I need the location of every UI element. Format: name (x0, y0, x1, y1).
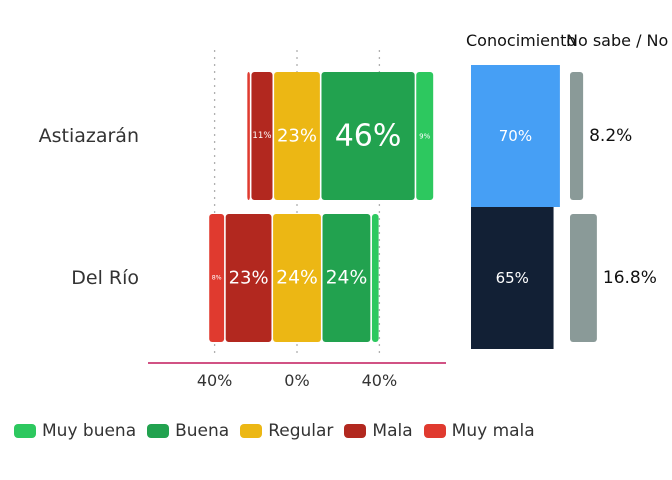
legend-label: Muy mala (451, 421, 535, 441)
bar-mala-del-rio (225, 214, 272, 342)
category-label: Astiazarán (39, 125, 139, 147)
bar-value-label: 23% (277, 126, 317, 147)
bar-buena-astiazaran (321, 72, 415, 200)
bar-value-label: 8% (212, 275, 222, 282)
conocimiento-bar-del-rio (471, 207, 554, 349)
bar-muy-mala-astiazaran (247, 72, 250, 200)
x-tick-label: 40% (197, 371, 233, 390)
bar-muy-buena-del-rio (371, 214, 379, 342)
no-sabe-value-label: 8.2% (589, 126, 632, 146)
bar-value-label: 9% (419, 132, 430, 141)
x-axis: 40% 0% 40% (148, 362, 446, 390)
x-tick-label: 40% (362, 371, 398, 390)
bar-value-label: 23% (229, 268, 269, 289)
bar-muy-mala-del-rio (209, 214, 225, 342)
legend-item-mala: Mala (344, 421, 413, 441)
bar-mala-astiazaran (251, 72, 273, 200)
legend-swatch (147, 424, 170, 438)
category-labels: Astiazarán Del Río (39, 125, 139, 289)
conocimiento-value-label: 65% (496, 269, 529, 287)
bar-value-label: 24% (276, 268, 318, 289)
legend-item-regular: Regular (240, 421, 333, 441)
legend-swatch (344, 424, 367, 438)
bar-value-label: 24% (326, 268, 368, 289)
legend-label: Mala (372, 421, 413, 441)
no-sabe-bar-del-rio (570, 214, 597, 342)
bar-buena-del-rio (322, 214, 371, 342)
legend-label: Regular (268, 421, 334, 441)
conocimiento-panel: Conocimiento 70% 65% (466, 31, 576, 349)
legend: Muy buena Buena Regular Mala Muy mala (14, 421, 546, 441)
bar-value-label: 46% (335, 119, 402, 154)
x-tick-label: 0% (284, 371, 309, 390)
legend-swatch (240, 424, 263, 438)
no-sabe-panel: No sabe / No 8.2% 16.8% (566, 31, 668, 342)
bar-muy-buena-astiazaran (416, 72, 434, 200)
no-sabe-bar-astiazaran (570, 72, 584, 200)
no-sabe-title: No sabe / No (566, 31, 668, 50)
legend-swatch (423, 424, 446, 438)
legend-item-muy-buena: Muy buena (14, 421, 136, 441)
category-label: Del Río (71, 267, 139, 289)
legend-label: Buena (175, 421, 230, 441)
legend-swatch (14, 424, 36, 438)
diverging-bars: 11% 23% 46% 9% 8% 23% 24% 24% (209, 72, 434, 342)
bar-regular-astiazaran (274, 72, 320, 200)
legend-item-buena: Buena (147, 421, 229, 441)
legend-label: Muy buena (42, 421, 137, 441)
conocimiento-bar-astiazaran (471, 65, 560, 207)
conocimiento-title: Conocimiento (466, 31, 576, 50)
conocimiento-value-label: 70% (499, 127, 532, 145)
bar-regular-del-rio (273, 214, 321, 342)
legend-item-muy-mala: Muy mala (423, 421, 535, 441)
no-sabe-value-label: 16.8% (603, 268, 657, 288)
bar-value-label: 11% (252, 131, 271, 141)
